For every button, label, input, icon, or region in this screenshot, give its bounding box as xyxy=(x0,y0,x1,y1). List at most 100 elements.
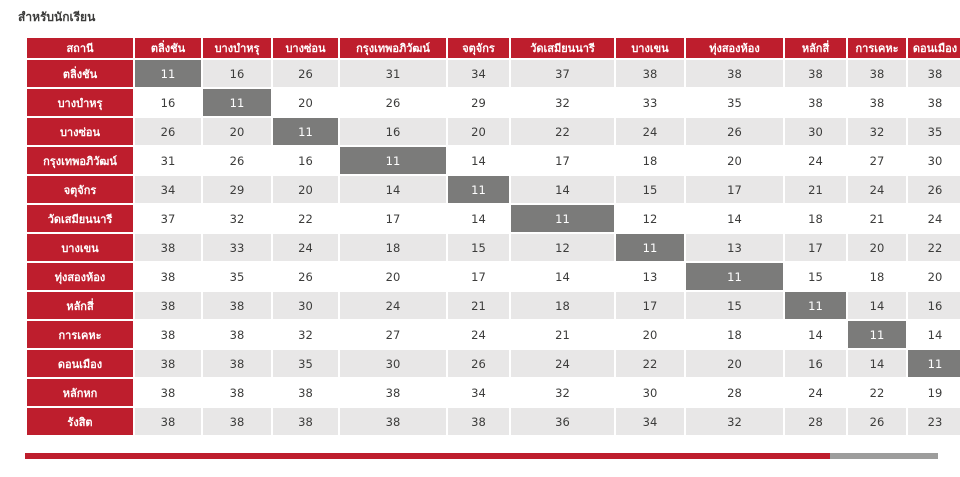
fare-table-head: สถานี ตลิ่งชัน บางบำหรุ บางซ่อน กรุงเทพอภิวั… xyxy=(27,38,960,58)
fare-cell: 24 xyxy=(340,292,446,319)
fare-cell: 38 xyxy=(135,321,201,348)
fare-cell: 22 xyxy=(848,379,906,406)
fare-cell-same-station: 11 xyxy=(686,263,783,290)
fare-cell: 15 xyxy=(616,176,684,203)
table-row: รังสิต 38 38 38 38 38 36 34 32 28 26 23 xyxy=(27,408,960,435)
fare-cell: 15 xyxy=(785,263,846,290)
column-header: วัดเสมียนนารี xyxy=(511,38,614,58)
corner-header: สถานี xyxy=(27,38,133,58)
fare-cell: 38 xyxy=(203,321,271,348)
fare-cell: 38 xyxy=(203,350,271,377)
fare-cell-same-station: 11 xyxy=(135,60,201,87)
fare-cell: 17 xyxy=(616,292,684,319)
fare-cell: 24 xyxy=(511,350,614,377)
fare-cell: 38 xyxy=(273,379,338,406)
fare-cell-same-station: 11 xyxy=(273,118,338,145)
fare-cell-same-station: 11 xyxy=(785,292,846,319)
bottom-bar-red-segment xyxy=(25,453,831,459)
fare-cell: 26 xyxy=(340,89,446,116)
fare-cell: 24 xyxy=(908,205,960,232)
fare-cell: 38 xyxy=(908,89,960,116)
fare-cell: 38 xyxy=(616,60,684,87)
fare-cell: 14 xyxy=(340,176,446,203)
fare-cell: 32 xyxy=(511,89,614,116)
bottom-bar xyxy=(25,453,938,459)
fare-cell: 38 xyxy=(848,60,906,87)
fare-cell: 24 xyxy=(448,321,509,348)
row-header: บางเขน xyxy=(27,234,133,261)
fare-cell: 32 xyxy=(273,321,338,348)
table-row: บางเขน 38 33 24 18 15 12 11 13 17 20 22 xyxy=(27,234,960,261)
fare-cell: 21 xyxy=(848,205,906,232)
fare-cell: 26 xyxy=(848,408,906,435)
table-row: กรุงเทพอภิวัฒน์ 31 26 16 11 14 17 18 20 24 27 30 xyxy=(27,147,960,174)
table-row: หลักหก 38 38 38 38 34 32 30 28 24 22 19 xyxy=(27,379,960,406)
fare-cell: 24 xyxy=(616,118,684,145)
fare-cell: 17 xyxy=(448,263,509,290)
fare-cell: 20 xyxy=(686,147,783,174)
fare-cell: 38 xyxy=(135,379,201,406)
fare-cell: 14 xyxy=(785,321,846,348)
fare-cell: 35 xyxy=(273,350,338,377)
row-header: หลักสี่ xyxy=(27,292,133,319)
fare-cell: 16 xyxy=(135,89,201,116)
fare-cell: 32 xyxy=(511,379,614,406)
fare-cell: 13 xyxy=(686,234,783,261)
fare-cell: 14 xyxy=(511,176,614,203)
fare-cell: 18 xyxy=(511,292,614,319)
fare-cell: 20 xyxy=(340,263,446,290)
column-header: บางบำหรุ xyxy=(203,38,271,58)
fare-cell: 36 xyxy=(511,408,614,435)
fare-cell: 38 xyxy=(203,292,271,319)
fare-cell-same-station: 11 xyxy=(908,350,960,377)
fare-cell: 27 xyxy=(848,147,906,174)
fare-cell: 37 xyxy=(511,60,614,87)
fare-cell: 22 xyxy=(616,350,684,377)
fare-cell: 18 xyxy=(686,321,783,348)
column-header: ตลิ่งชัน xyxy=(135,38,201,58)
fare-cell: 26 xyxy=(135,118,201,145)
fare-cell: 20 xyxy=(686,350,783,377)
fare-cell: 31 xyxy=(135,147,201,174)
row-header: ตลิ่งชัน xyxy=(27,60,133,87)
fare-cell: 14 xyxy=(848,350,906,377)
fare-cell: 29 xyxy=(203,176,271,203)
row-header: ทุ่งสองห้อง xyxy=(27,263,133,290)
fare-cell: 17 xyxy=(686,176,783,203)
fare-cell: 38 xyxy=(135,292,201,319)
fare-cell: 19 xyxy=(908,379,960,406)
fare-cell: 26 xyxy=(448,350,509,377)
fare-cell: 26 xyxy=(908,176,960,203)
table-row: วัดเสมียนนารี 37 32 22 17 14 11 12 14 18 21 24 xyxy=(27,205,960,232)
fare-cell: 30 xyxy=(340,350,446,377)
fare-cell-same-station: 11 xyxy=(616,234,684,261)
column-header: ดอนเมือง xyxy=(908,38,960,58)
fare-cell: 12 xyxy=(511,234,614,261)
fare-cell: 33 xyxy=(203,234,271,261)
fare-cell: 16 xyxy=(203,60,271,87)
row-header: วัดเสมียนนารี xyxy=(27,205,133,232)
fare-cell: 21 xyxy=(785,176,846,203)
table-row: จตุจักร 34 29 20 14 11 14 15 17 21 24 26 xyxy=(27,176,960,203)
fare-cell: 34 xyxy=(448,60,509,87)
column-header: หลักสี่ xyxy=(785,38,846,58)
row-header: จตุจักร xyxy=(27,176,133,203)
fare-cell: 37 xyxy=(135,205,201,232)
fare-cell: 38 xyxy=(340,379,446,406)
fare-cell: 20 xyxy=(203,118,271,145)
fare-cell: 26 xyxy=(686,118,783,145)
fare-cell: 14 xyxy=(448,205,509,232)
fare-cell-same-station: 11 xyxy=(448,176,509,203)
column-header: บางซ่อน xyxy=(273,38,338,58)
row-header: บางซ่อน xyxy=(27,118,133,145)
column-header: จตุจักร xyxy=(448,38,509,58)
fare-table-body: ตลิ่งชัน 11 16 26 31 34 37 38 38 38 38 38 บางบำหรุ 16… xyxy=(27,60,960,435)
fare-cell: 38 xyxy=(203,379,271,406)
page-title: สำหรับนักเรียน xyxy=(18,10,96,24)
fare-cell: 16 xyxy=(340,118,446,145)
fare-cell: 22 xyxy=(511,118,614,145)
fare-cell: 18 xyxy=(340,234,446,261)
fare-cell: 38 xyxy=(135,263,201,290)
table-row: ตลิ่งชัน 11 16 26 31 34 37 38 38 38 38 38 xyxy=(27,60,960,87)
